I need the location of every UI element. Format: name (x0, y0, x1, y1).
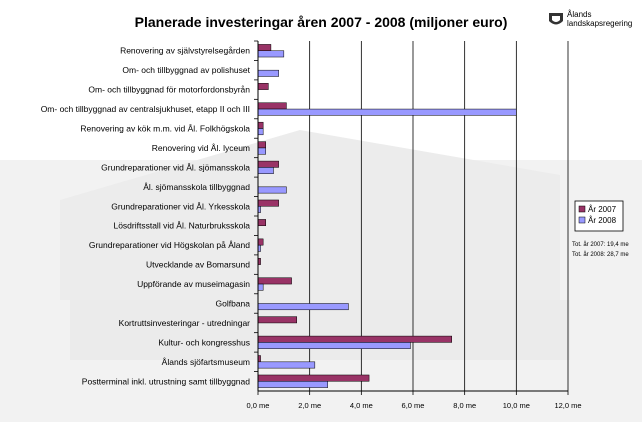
bar-2007 (257, 374, 370, 382)
category-label: Renovering vid Ål. lyceum (152, 143, 250, 153)
category-label: Om- och tillbyggnad för motorfordonsbyrå… (88, 85, 250, 95)
bar-2008 (257, 342, 411, 349)
chart-legend: År 2007 År 2008 (574, 200, 624, 232)
total-annotations: Tot. år 2007: 19,4 me Tot. år 2008: 28,7 … (572, 241, 629, 258)
coat-of-arms-icon (549, 13, 563, 25)
bar-2007 (257, 316, 297, 324)
category-label: Kultur- och kongresshus (158, 337, 250, 347)
category-label: Om- och tillbyggnad av centralsjukhuset,… (41, 104, 250, 114)
category-label: Utvecklande av Bomarsund (146, 260, 250, 270)
x-tick-label: 10,0 me (503, 401, 530, 410)
category-label: Postterminal inkl. utrustning samt tillb… (82, 376, 250, 386)
x-tick-label: 0,0 me (247, 401, 270, 410)
bar-2008 (257, 50, 285, 58)
x-tick-label: 6,0 me (402, 401, 425, 410)
total-annotation: Tot. år 2008: 28,7 me (572, 251, 629, 258)
bar-2008 (257, 283, 264, 291)
bar-2008 (257, 69, 279, 77)
category-label: Om- och tillbyggnad av polishuset (122, 65, 250, 75)
bar-2008 (257, 128, 264, 136)
x-tick-labels: 0,0 me 2,0 me 4,0 me 6,0 me 8,0 me 10,0 me 12,… (247, 401, 582, 410)
legend-swatch (578, 216, 586, 224)
bar-2007 (257, 141, 266, 149)
bar-2008 (257, 361, 316, 369)
bar-2007 (257, 121, 264, 129)
category-label: Uppförande av museimagasin (137, 279, 250, 289)
bar-2007 (257, 219, 266, 226)
bar-2007 (257, 199, 279, 207)
legend-label: År 2007 (588, 205, 617, 214)
bar-2007 (257, 277, 292, 285)
bar-2008 (257, 186, 287, 194)
x-tick-label: 4,0 me (350, 401, 373, 410)
legend-swatch (578, 205, 586, 213)
bar-2007 (257, 238, 264, 246)
bar-2007 (257, 160, 279, 168)
x-tick-label: 12,0 me (554, 401, 581, 410)
category-label: Kortruttsinvesteringar - utredningar (119, 318, 251, 328)
category-label: Golfbana (216, 299, 251, 309)
bar-2007 (257, 44, 272, 51)
bar-2008 (257, 147, 266, 155)
bar-2007 (257, 335, 452, 343)
bar-2008 (257, 303, 349, 311)
chart-title: Planerade investeringar åren 2007 - 2008… (134, 14, 508, 30)
x-tick-label: 8,0 me (453, 401, 476, 410)
bar-2007 (257, 102, 287, 110)
chart-axes (254, 40, 569, 395)
logo-line2: landskapsregering (567, 19, 633, 28)
landskapsregering-logo: Ålands landskapsregering (548, 4, 640, 34)
bar-2008 (257, 108, 517, 116)
category-label: Ål. sjömansskola tillbyggnad (143, 182, 250, 192)
bar-2007 (257, 83, 269, 90)
total-annotation: Tot. år 2007: 19,4 me (572, 241, 629, 248)
category-label: Ålands sjöfartsmuseum (162, 357, 250, 367)
legend-label: År 2008 (588, 216, 617, 225)
category-label: Renovering av kök m.m. vid Ål. Folkhögsk… (80, 124, 250, 134)
bar-2008 (257, 167, 274, 174)
bar-2008 (257, 381, 328, 388)
x-tick-label: 2,0 me (298, 401, 321, 410)
category-label: Grundreparationer vid Ål. Yrkesskola (111, 201, 250, 211)
chart-bars (257, 44, 517, 388)
category-label: Grundreparationer vid Högskolan på Åland (89, 240, 250, 250)
category-label: Grundreparationer vid Ål. sjömansskola (101, 162, 250, 172)
category-label: Lösdriftsstall vid Ål. Naturbruksskola (113, 221, 250, 231)
category-labels: Renovering av självstyrelsegården Om- och… (41, 46, 251, 387)
logo-line1: Ålands (567, 10, 592, 19)
category-label: Renovering av självstyrelsegården (120, 46, 250, 56)
